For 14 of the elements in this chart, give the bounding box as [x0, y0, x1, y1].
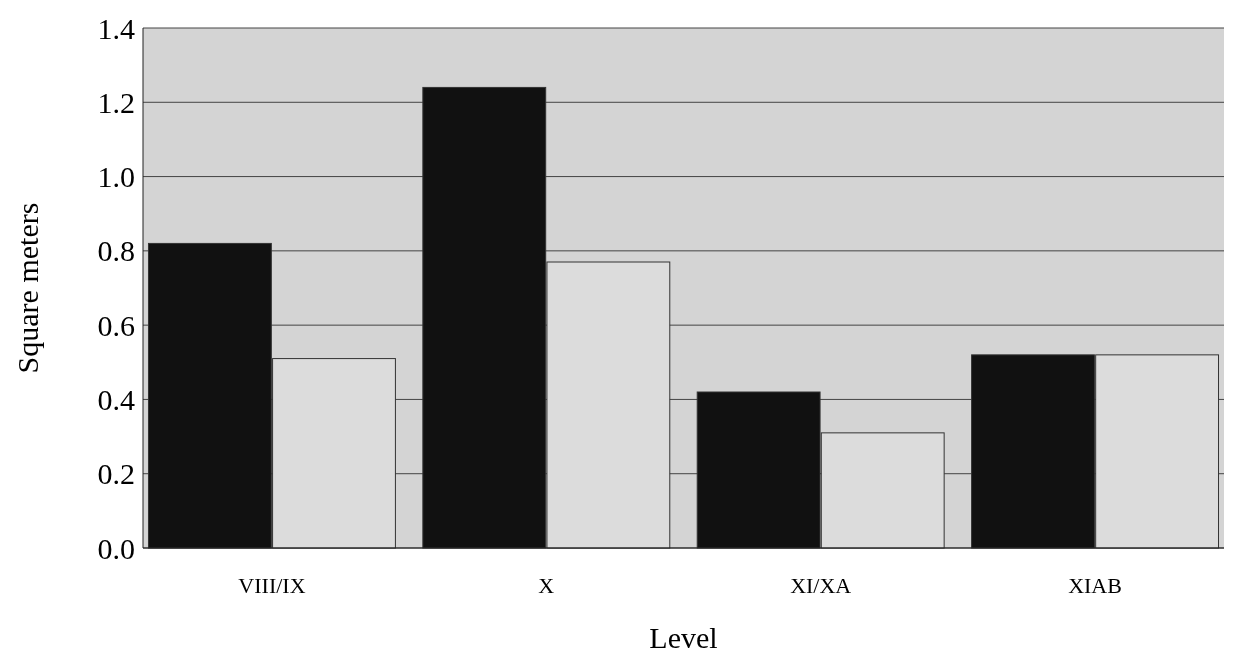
y-tick-label: 1.0 — [97, 160, 135, 194]
y-tick-label: 1.2 — [97, 85, 135, 119]
x-tick-label: XI/XA — [790, 573, 852, 598]
x-tick-label: X — [538, 573, 555, 598]
y-tick-label: 0.8 — [97, 234, 135, 268]
x-axis-title: Level — [649, 621, 718, 654]
y-tick-label: 0.2 — [97, 457, 135, 491]
y-tick-label: 0.6 — [97, 308, 135, 342]
y-tick-label: 0.0 — [97, 531, 135, 565]
y-tick-label: 1.4 — [97, 11, 135, 45]
x-tick-label: VIII/IX — [238, 573, 306, 598]
y-axis-title: Square meters — [11, 202, 44, 374]
x-tick-label: XIAB — [1068, 573, 1122, 598]
y-tick-label: 0.4 — [97, 382, 135, 416]
